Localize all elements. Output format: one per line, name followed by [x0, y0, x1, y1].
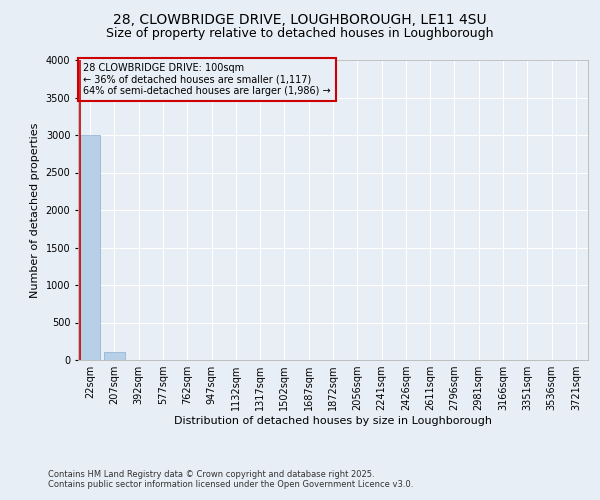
Text: Contains HM Land Registry data © Crown copyright and database right 2025.
Contai: Contains HM Land Registry data © Crown c… — [48, 470, 413, 489]
Bar — [80, 135, 100, 360]
Bar — [104, 352, 125, 360]
Text: 28, CLOWBRIDGE DRIVE, LOUGHBOROUGH, LE11 4SU: 28, CLOWBRIDGE DRIVE, LOUGHBOROUGH, LE11… — [113, 12, 487, 26]
Text: Size of property relative to detached houses in Loughborough: Size of property relative to detached ho… — [106, 28, 494, 40]
Y-axis label: Number of detached properties: Number of detached properties — [30, 122, 40, 298]
X-axis label: Distribution of detached houses by size in Loughborough: Distribution of detached houses by size … — [174, 416, 492, 426]
Text: 28 CLOWBRIDGE DRIVE: 100sqm
← 36% of detached houses are smaller (1,117)
64% of : 28 CLOWBRIDGE DRIVE: 100sqm ← 36% of det… — [83, 63, 331, 96]
